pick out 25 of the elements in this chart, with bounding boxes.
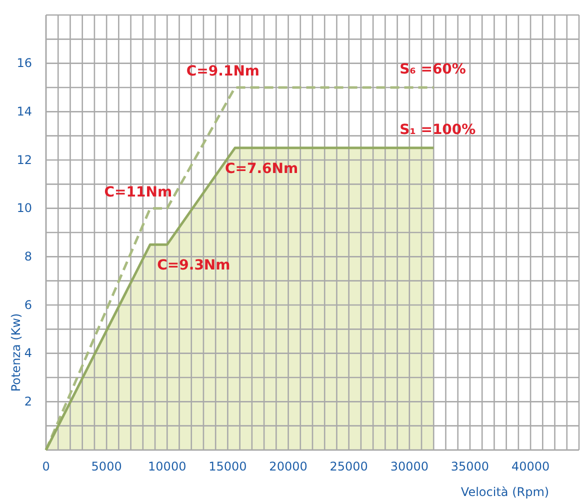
x-tick-label: 20000 xyxy=(269,460,308,474)
y-tick-label: 4 xyxy=(24,346,32,360)
annotation: C=7.6Nm xyxy=(224,160,298,177)
x-tick-label: 5000 xyxy=(91,460,122,474)
y-tick-label: 16 xyxy=(16,56,32,70)
y-tick-label: 2 xyxy=(24,394,32,409)
annotation: C=9.3Nm xyxy=(157,258,230,274)
y-tick-label: 8 xyxy=(24,250,32,264)
series-label: S₁ =100% xyxy=(400,122,476,138)
y-tick-label: 14 xyxy=(16,104,32,119)
x-tick-label: 10000 xyxy=(148,460,186,474)
series-label: S₆ =60% xyxy=(400,62,466,78)
y-tick-label: 12 xyxy=(16,152,32,167)
y-axis-title: Potenza (Kw) xyxy=(9,313,23,392)
x-tick-label: 30000 xyxy=(390,460,429,474)
x-tick-label: 0 xyxy=(42,460,50,474)
annotation: C=9.1Nm xyxy=(186,64,260,80)
y-tick-label: 6 xyxy=(24,298,32,312)
x-tick-label: 25000 xyxy=(330,460,368,474)
y-tick-label: 10 xyxy=(16,201,32,216)
x-tick-label: 40000 xyxy=(511,460,550,474)
x-tick-label: 15000 xyxy=(208,460,247,474)
annotation: C=11Nm xyxy=(104,184,172,200)
x-axis-title: Velocità (Rpm) xyxy=(460,485,550,499)
x-tick-label: 35000 xyxy=(450,460,490,474)
